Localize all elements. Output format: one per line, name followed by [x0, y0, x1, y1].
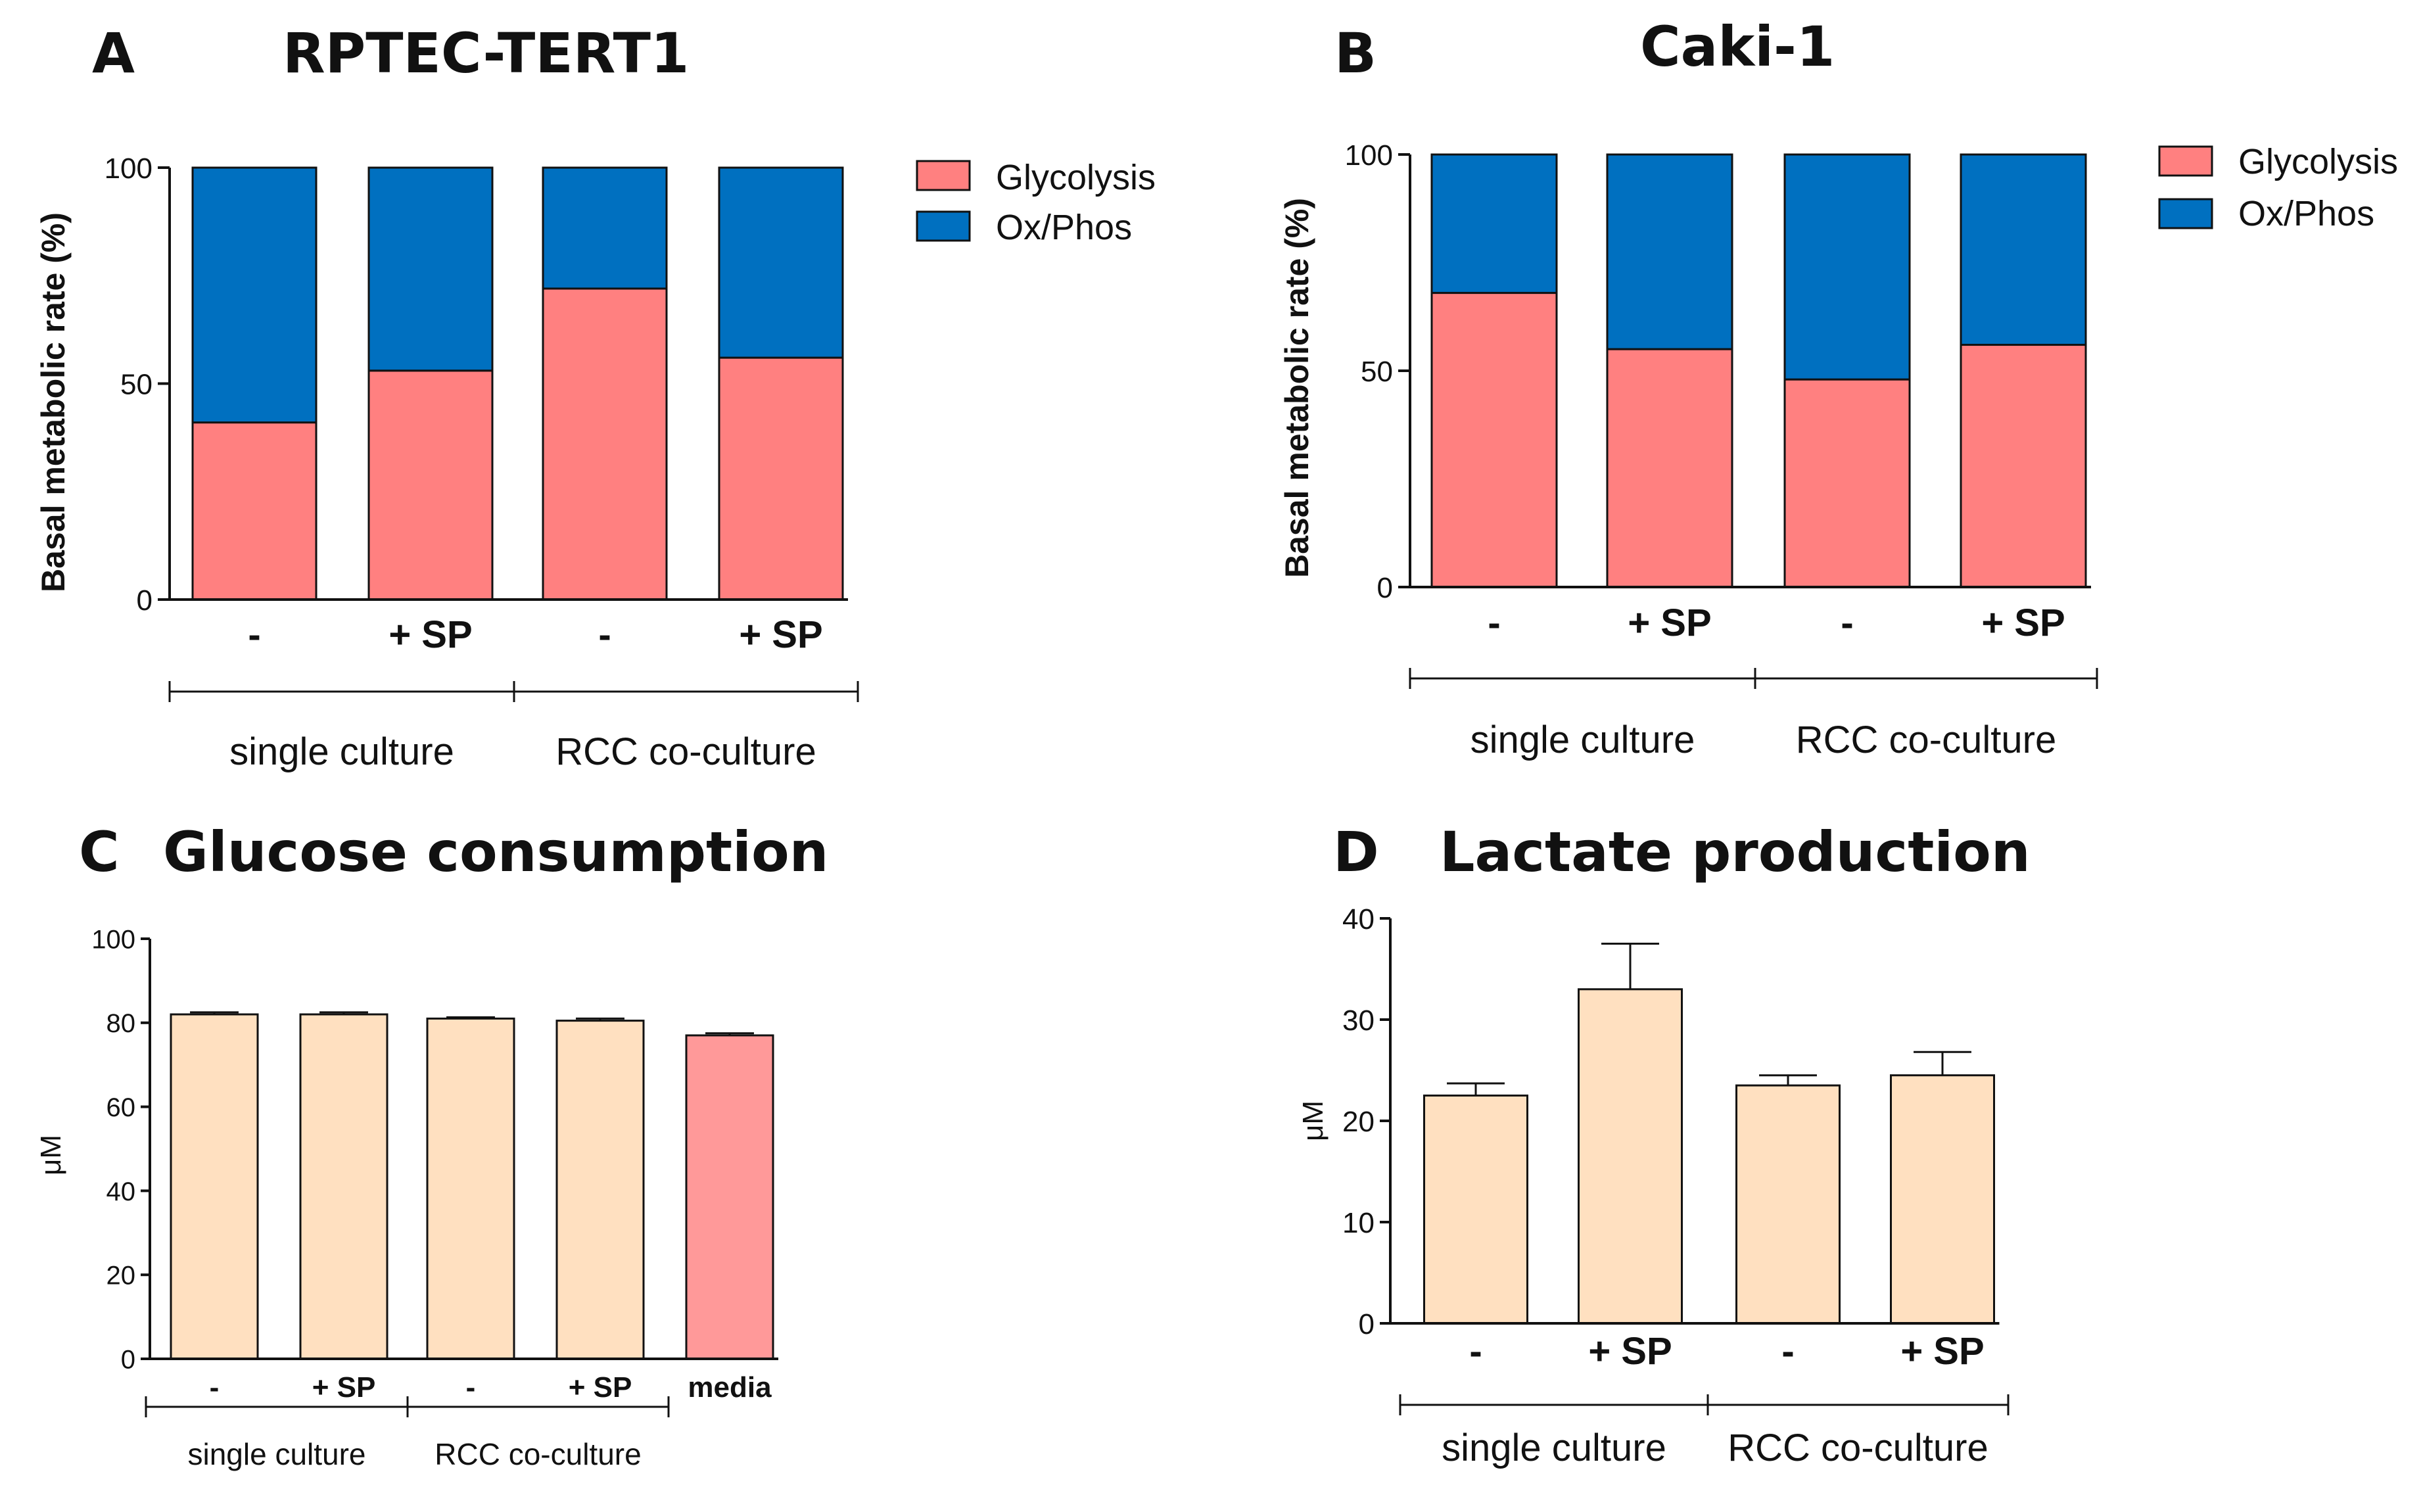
category-label-3: + SP [1900, 1330, 1984, 1373]
legend-swatch-oxphos [916, 210, 971, 242]
y-tick-label-2: 40 [106, 1177, 136, 1206]
y-tick-label-1: 50 [1361, 356, 1393, 388]
panel-c-letter: C [79, 820, 120, 884]
category-label-3: + SP [1981, 602, 2065, 644]
category-label-1: + SP [388, 613, 472, 656]
legend-swatch-glycolysis [2158, 145, 2213, 177]
bar-glycolysis-3 [1960, 344, 2087, 588]
category-label-0: - [248, 613, 260, 656]
legend-swatch-oxphos [2158, 198, 2213, 229]
bar-2 [1735, 1084, 1841, 1325]
bar-oxphos-2 [542, 166, 668, 290]
y-tick-label-1: 10 [1342, 1207, 1375, 1239]
bar-oxphos-0 [1430, 153, 1558, 295]
y-tick-label-4: 80 [106, 1009, 136, 1038]
bar-oxphos-3 [1960, 153, 2087, 346]
y-tick-label-2: 20 [1342, 1106, 1375, 1138]
bar-3 [1890, 1074, 1995, 1325]
bar-0 [1423, 1095, 1528, 1325]
group-label-1: RCC co-culture [1796, 719, 2056, 761]
bar-glycolysis-2 [542, 287, 668, 601]
panel-a-plot: - + SP - + SP 0 50 100 single culture RCC co-cul… [105, 153, 859, 773]
y-tick-label-2: 100 [1345, 139, 1393, 172]
category-label-0: - [1469, 1330, 1482, 1373]
bar-glycolysis-0 [1430, 292, 1558, 588]
bar-oxphos-0 [191, 166, 318, 424]
panel-a-y-axis-label: Basal metabolic rate (%) [35, 212, 72, 592]
category-label-2: - [598, 613, 611, 656]
bar-oxphos-1 [367, 166, 494, 372]
y-tick-label-3: 60 [106, 1093, 136, 1122]
category-label-1: + SP [1628, 602, 1711, 644]
bar-glycolysis-3 [718, 356, 844, 601]
y-tick-label-0: 0 [1359, 1308, 1375, 1340]
y-tick-label-1: 50 [120, 368, 153, 400]
category-label-1: + SP [1588, 1330, 1672, 1373]
panel-c-plot: - + SP - + SP media 0 20 40 60 80 100 single cultur… [91, 925, 778, 1471]
group-label-1: RCC co-culture [435, 1437, 641, 1471]
y-tick-label-0: 0 [1377, 572, 1393, 604]
panel-b-title: Caki-1 [1640, 14, 1835, 79]
bar-1 [299, 1013, 388, 1360]
category-label-1: + SP [312, 1371, 376, 1404]
legend-label-oxphos: Ox/Phos [996, 208, 1132, 247]
bar-2 [426, 1017, 515, 1360]
panel-d-title: Lactate production [1440, 820, 2031, 884]
bar-3 [555, 1020, 645, 1360]
panel-c-title: Glucose consumption [163, 820, 828, 884]
y-tick-label-0: 0 [137, 584, 153, 617]
panel-a: A RPTEC-TERT1 Basal metabolic rate (%) -… [35, 21, 1156, 773]
category-label-2: - [1781, 1330, 1794, 1373]
panel-b-letter: B [1334, 21, 1376, 85]
category-label-0: - [1488, 602, 1500, 644]
group-label-0: single culture [1442, 1427, 1666, 1469]
group-label-0: single culture [1470, 719, 1695, 761]
bar-oxphos-2 [1783, 153, 1911, 381]
panel-b-plot: - + SP - + SP 0 50 100 single culture RCC co-cul… [1345, 139, 2098, 761]
y-tick-label-0: 0 [121, 1345, 135, 1374]
bar-4 [685, 1034, 774, 1360]
legend-swatch-glycolysis [916, 160, 971, 191]
panel-d-y-axis-label: μM [1297, 1100, 1329, 1141]
bar-oxphos-3 [718, 166, 844, 359]
bar-glycolysis-1 [367, 369, 494, 601]
panel-a-legend: Glycolysis Ox/Phos [916, 158, 1156, 247]
bar-glycolysis-1 [1606, 348, 1733, 588]
bar-glycolysis-0 [191, 421, 318, 601]
group-label-0: single culture [187, 1437, 365, 1471]
panel-d-letter: D [1333, 820, 1379, 884]
panel-b-legend: Glycolysis Ox/Phos [2158, 142, 2398, 233]
y-tick-label-1: 20 [106, 1262, 136, 1290]
category-label-4: media [688, 1371, 772, 1404]
y-tick-label-3: 30 [1342, 1004, 1375, 1037]
bar-1 [1578, 988, 1683, 1325]
category-label-2: - [1841, 602, 1853, 644]
category-label-3: + SP [569, 1371, 632, 1404]
bar-glycolysis-2 [1783, 378, 1911, 588]
bar-0 [170, 1013, 259, 1360]
bar-oxphos-1 [1606, 153, 1733, 350]
panel-d-plot: - + SP - + SP 0 10 20 30 40 single culture RCC co-… [1342, 903, 2010, 1469]
panel-d: D Lactate production μM - + SP - + SP 0 10 20 3… [1297, 820, 2031, 1469]
group-label-1: RCC co-culture [1728, 1427, 1988, 1469]
y-tick-label-4: 40 [1342, 903, 1375, 935]
panel-b-y-axis-label: Basal metabolic rate (%) [1279, 198, 1315, 578]
category-label-2: - [466, 1371, 476, 1404]
legend-label-oxphos: Ox/Phos [2238, 194, 2374, 233]
y-tick-label-5: 100 [91, 925, 135, 954]
category-label-3: + SP [739, 613, 822, 656]
panel-b: B Caki-1 Basal metabolic rate (%) - + SP -… [1279, 14, 2398, 761]
category-label-0: - [210, 1371, 220, 1404]
group-label-0: single culture [229, 730, 454, 773]
legend-label-glycolysis: Glycolysis [2238, 142, 2398, 181]
panel-c-y-axis-label: μM [35, 1135, 67, 1175]
group-label-1: RCC co-culture [555, 730, 816, 773]
panel-a-letter: A [92, 21, 135, 85]
y-tick-label-2: 100 [105, 153, 153, 185]
legend-label-glycolysis: Glycolysis [996, 158, 1156, 197]
panel-a-title: RPTEC-TERT1 [283, 21, 689, 85]
panel-c: C Glucose consumption μM - + SP - + SP media… [35, 820, 828, 1471]
